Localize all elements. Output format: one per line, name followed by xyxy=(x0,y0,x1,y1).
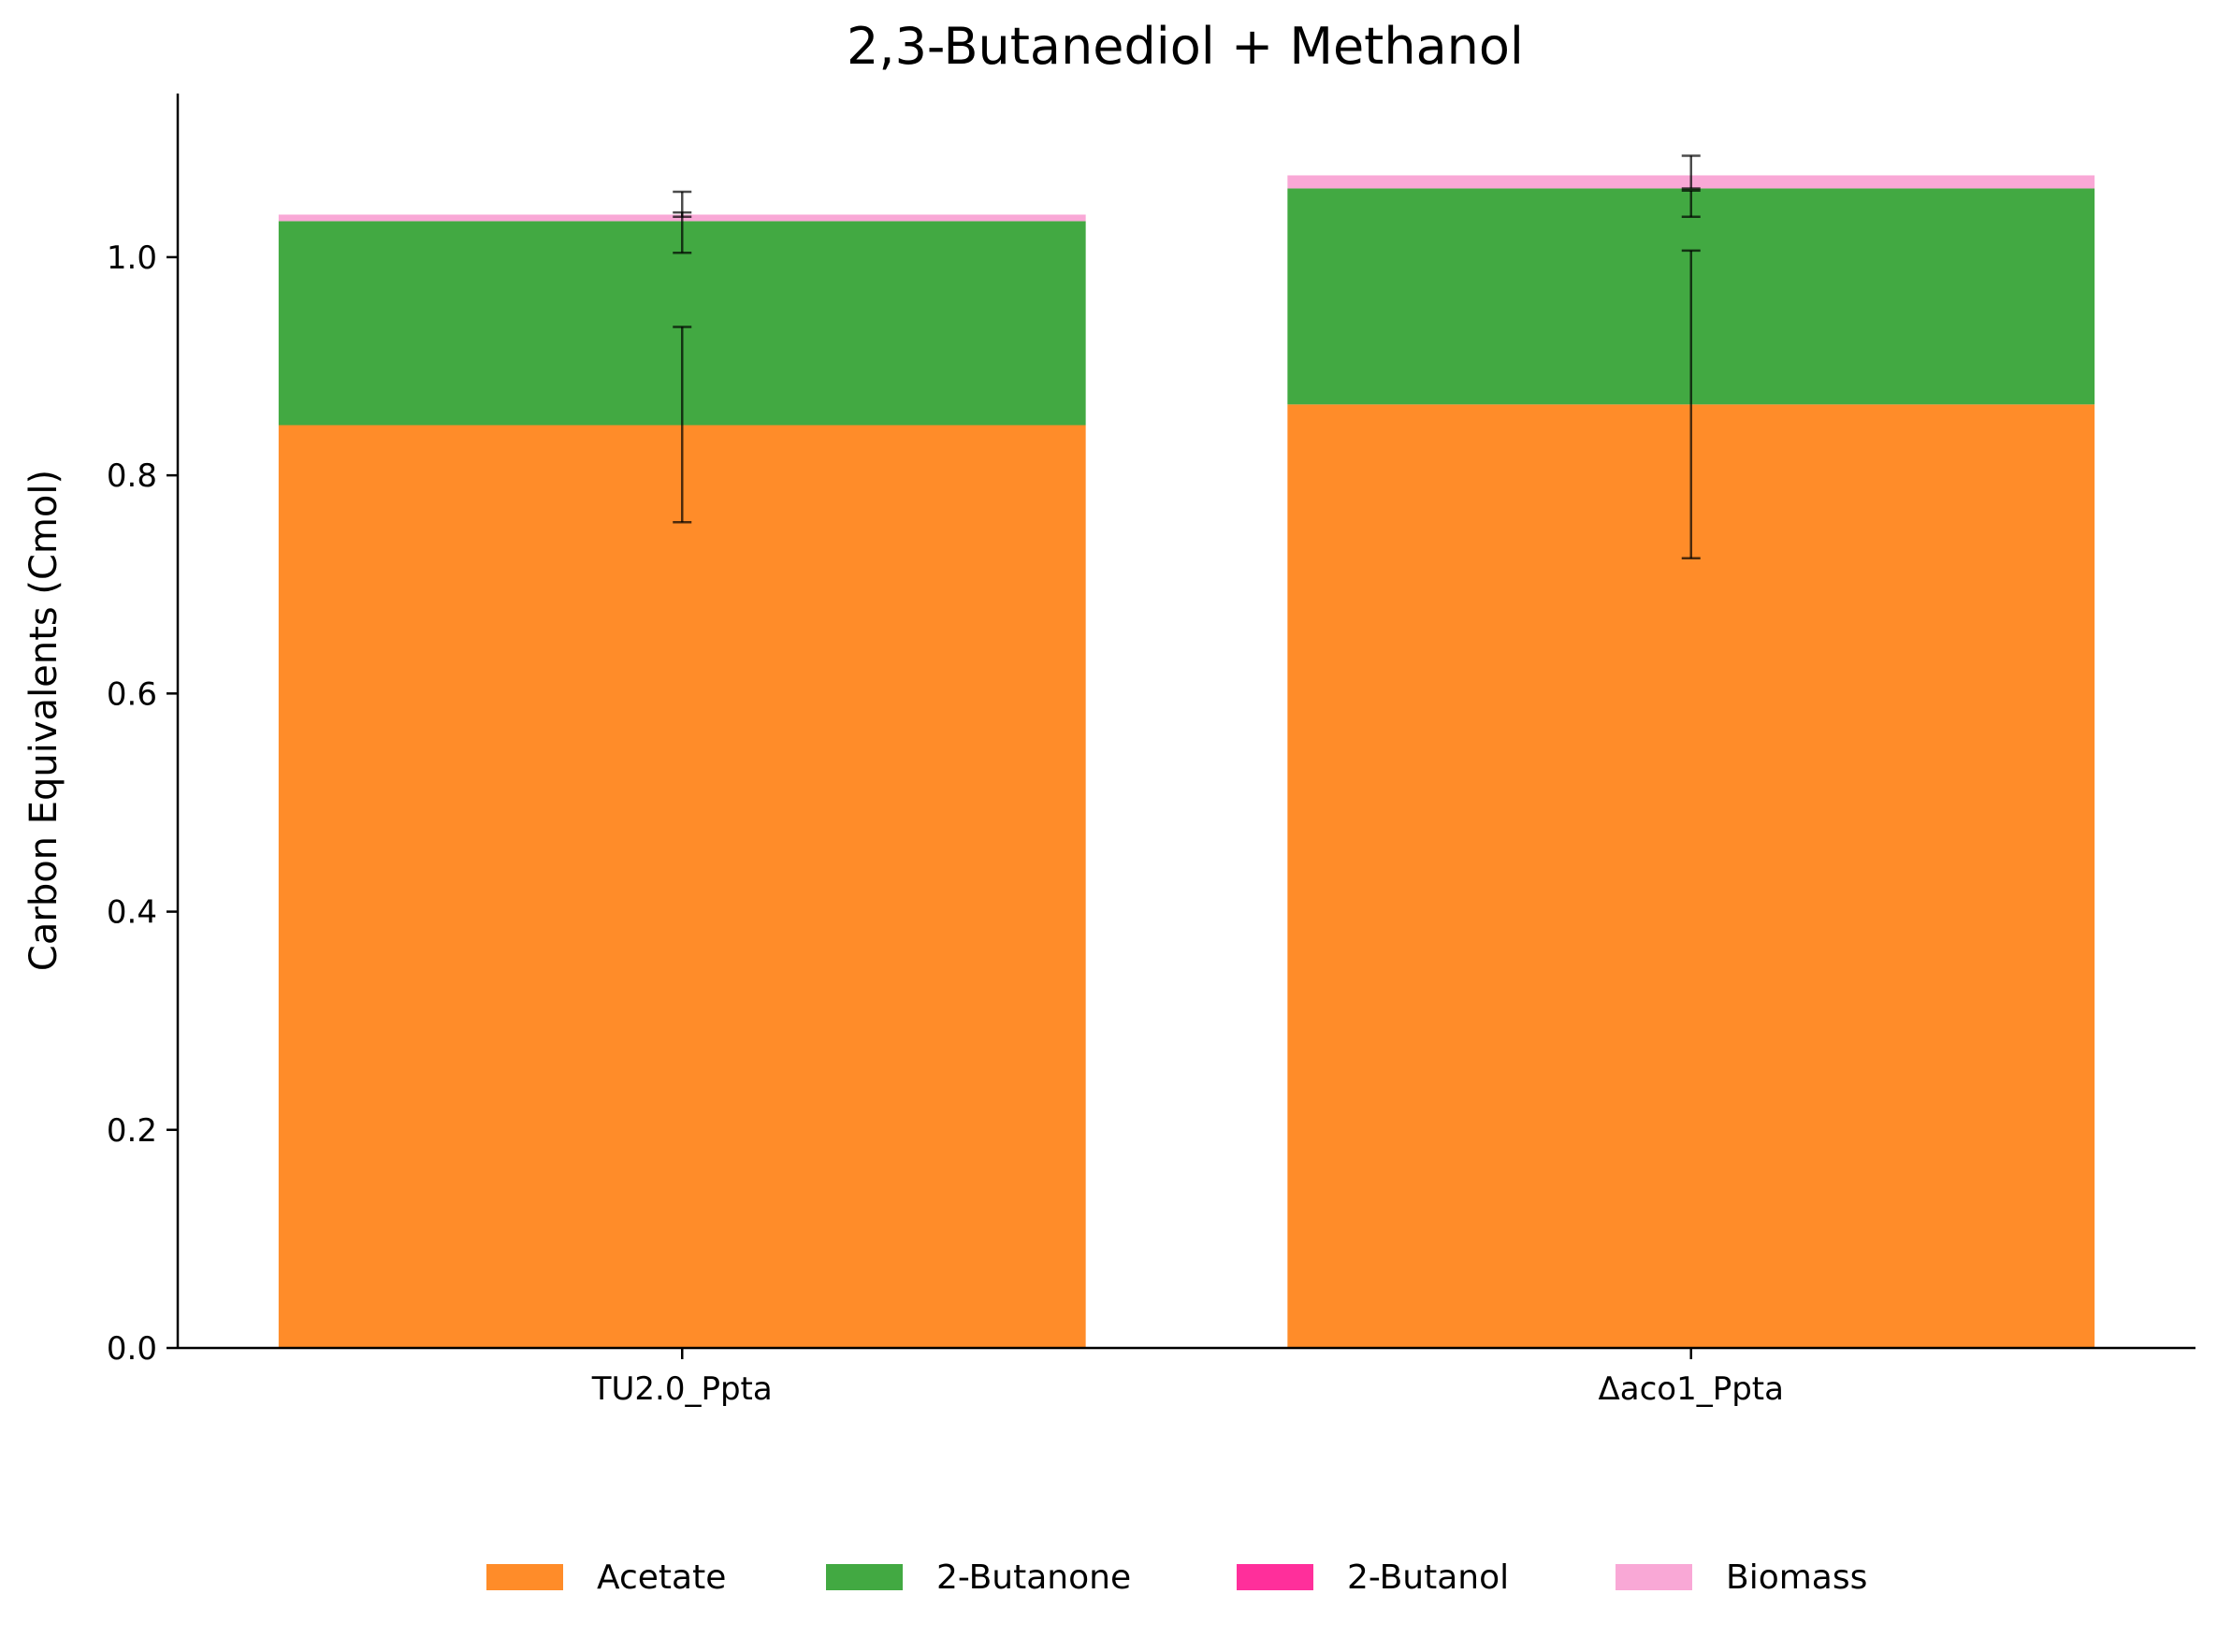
error-bar-acetate-2 xyxy=(1681,249,1701,560)
x-tick-label: TU2.0_Ppta xyxy=(591,1370,773,1408)
legend-label: Acetate xyxy=(597,1558,726,1597)
error-bar-biomass-2 xyxy=(1681,154,1701,190)
legend-item-2-butanone: 2-Butanone xyxy=(826,1558,1131,1597)
y-axis-label: Carbon Equivalents (Cmol) xyxy=(22,470,65,971)
error-bar-acetate-1 xyxy=(673,326,692,524)
legend-item-acetate: Acetate xyxy=(486,1558,726,1597)
chart-title: 2,3-Butanediol + Methanol xyxy=(847,17,1524,76)
legend-label: 2-Butanol xyxy=(1347,1558,1509,1597)
legend-swatch xyxy=(1616,1564,1692,1590)
y-tick-label: 0.8 xyxy=(107,457,157,495)
y-tick-label: 1.0 xyxy=(107,239,157,277)
legend-label: 2-Butanone xyxy=(936,1558,1131,1597)
x-tick-label: Δaco1_Ppta xyxy=(1599,1370,1784,1408)
error-bars-layer xyxy=(673,154,1701,560)
legend-swatch xyxy=(826,1564,903,1590)
bar-acetate-2 xyxy=(1287,404,2095,1348)
legend-item-biomass: Biomass xyxy=(1616,1558,1867,1597)
error-bar-2-butanone-2 xyxy=(1681,189,1701,219)
y-tick-label: 0.0 xyxy=(107,1330,157,1368)
legend-label: Biomass xyxy=(1726,1558,1867,1597)
legend-swatch xyxy=(1237,1564,1313,1590)
y-tick-label: 0.6 xyxy=(107,675,157,713)
y-tick-label: 0.2 xyxy=(107,1112,157,1150)
bar-acetate-1 xyxy=(278,425,1086,1348)
legend: Acetate 2-Butanone 2-Butanol Biomass xyxy=(486,1558,1867,1597)
axes-layer: 0.0 0.2 0.4 0.6 0.8 1.0 TU2.0_Ppta Δaco1_Ppta xyxy=(107,94,2195,1408)
bars-layer xyxy=(278,175,2095,1348)
legend-item-2-butanol: 2-Butanol xyxy=(1237,1558,1509,1597)
error-bar-biomass-1 xyxy=(673,190,692,219)
legend-swatch xyxy=(486,1564,563,1590)
y-tick-label: 0.4 xyxy=(107,894,157,932)
